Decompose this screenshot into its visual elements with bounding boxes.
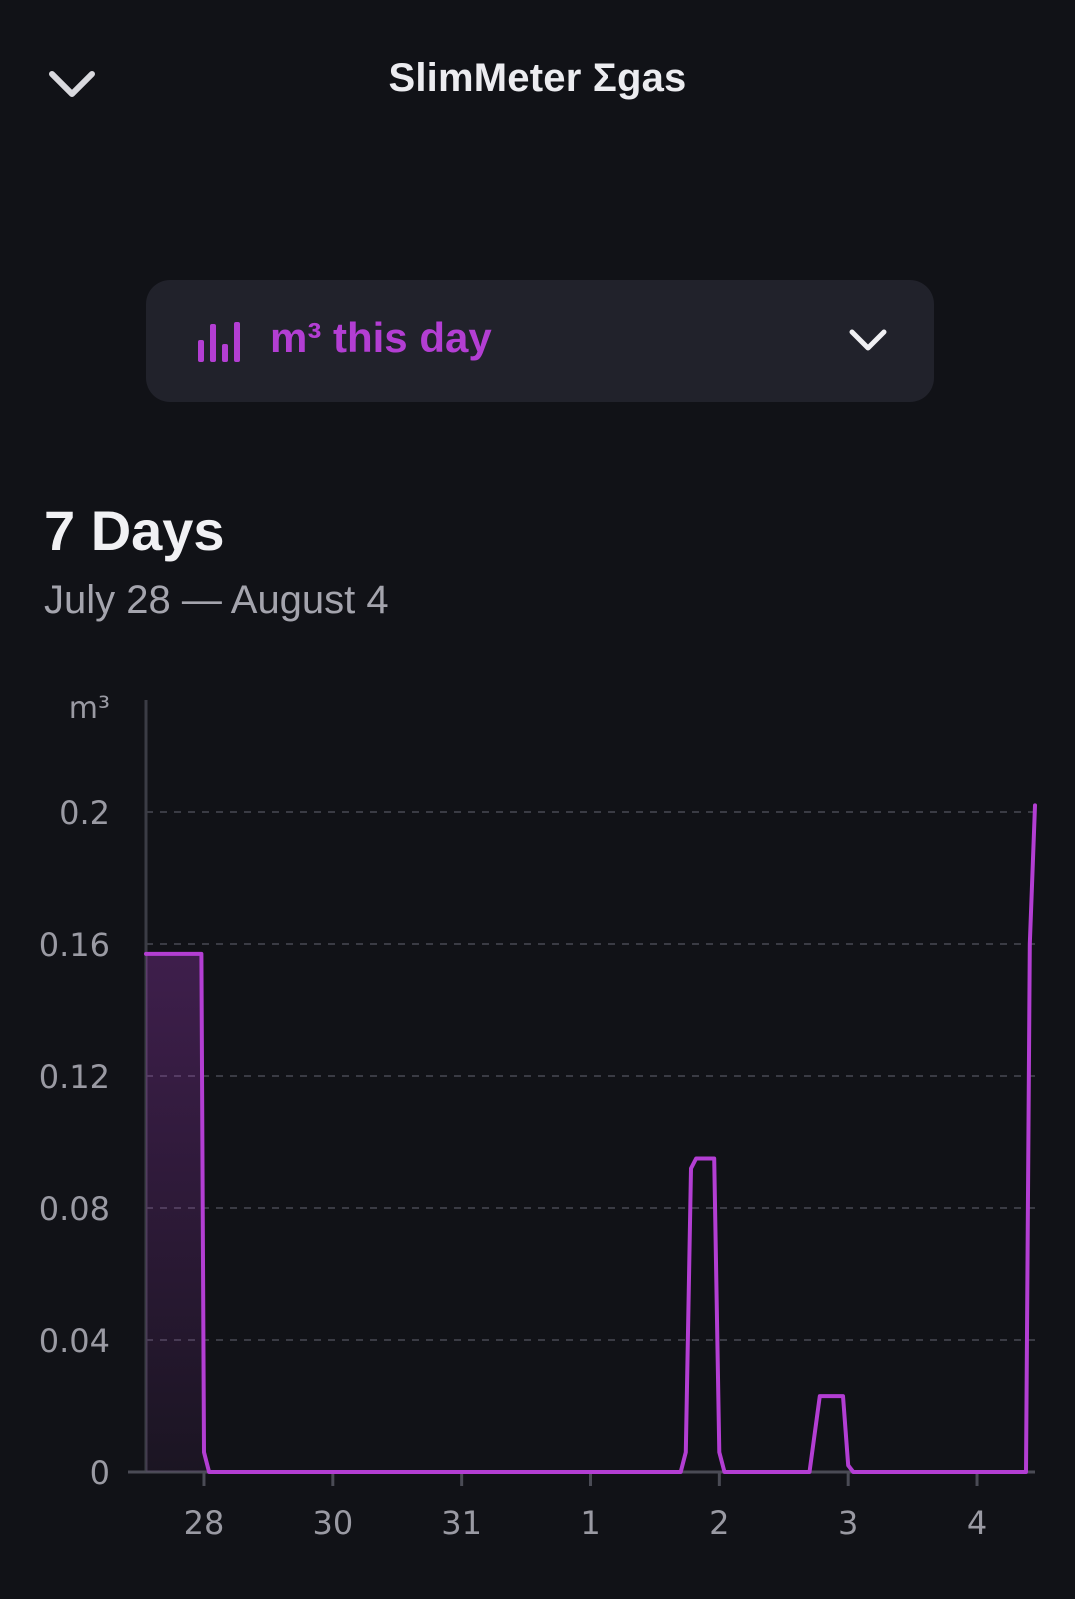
- y-tick-label: 0.16: [39, 926, 110, 964]
- y-tick-label: 0.2: [59, 794, 110, 832]
- top-bar: SlimMeter Σgas: [0, 0, 1075, 160]
- chevron-down-icon: [49, 71, 95, 97]
- bar-chart-icon: [198, 322, 240, 362]
- x-tick-label: 2: [709, 1504, 729, 1542]
- y-tick-label: 0.04: [39, 1322, 110, 1360]
- x-tick-label: 1: [580, 1504, 600, 1542]
- x-tick-label: 3: [838, 1504, 858, 1542]
- metric-dropdown[interactable]: m³ this day: [146, 280, 934, 402]
- x-tick-label: 31: [441, 1504, 482, 1542]
- range-subtitle: July 28 — August 4: [44, 578, 389, 622]
- y-tick-label: 0.08: [39, 1190, 110, 1228]
- gas-usage-chart: m³ 0 0.04 0.08 0.12 0.16 0.2 28 30 31 1 2 3 4: [39, 691, 1037, 1542]
- metric-label: m³ this day: [270, 314, 492, 361]
- y-tick-label: 0.12: [39, 1058, 110, 1096]
- range-title: 7 Days: [44, 499, 225, 562]
- x-tick-label: 28: [184, 1504, 225, 1542]
- series-line: [144, 803, 1037, 1474]
- chevron-down-icon: [849, 329, 887, 351]
- selected-day-area: [146, 953, 210, 1472]
- y-tick-label: 0: [90, 1454, 110, 1492]
- y-axis-label: m³: [69, 691, 110, 726]
- collapse-button[interactable]: [40, 52, 104, 116]
- x-tick-label: 30: [312, 1504, 353, 1542]
- page-title: SlimMeter Σgas: [388, 56, 687, 100]
- x-tick-label: 4: [967, 1504, 987, 1542]
